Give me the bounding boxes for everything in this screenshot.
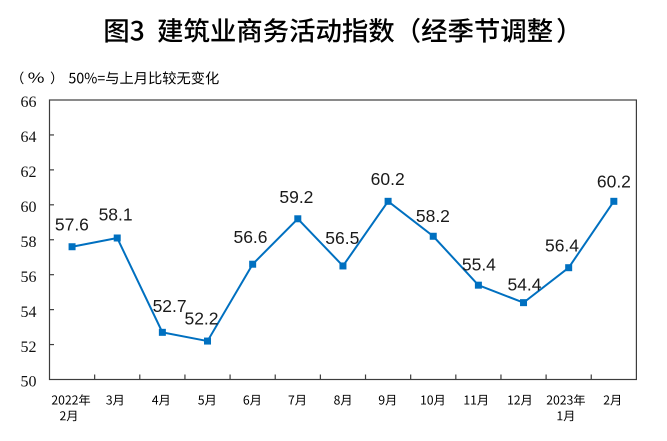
svg-text:59.2: 59.2 [279,187,313,207]
svg-text:52.7: 52.7 [153,296,187,316]
svg-text:58.1: 58.1 [99,205,133,225]
svg-text:64: 64 [21,129,37,146]
svg-text:62: 62 [21,164,37,181]
svg-text:50: 50 [21,374,37,391]
svg-text:57.6: 57.6 [55,215,89,235]
svg-text:60: 60 [21,199,37,216]
svg-text:60.2: 60.2 [371,169,405,189]
svg-text:56.6: 56.6 [233,227,267,247]
svg-text:54.4: 54.4 [507,275,541,295]
svg-text:56.4: 56.4 [545,236,579,256]
svg-text:60.2: 60.2 [597,172,631,192]
svg-text:66: 66 [21,94,37,111]
svg-text:55.4: 55.4 [462,254,496,274]
svg-text:52.2: 52.2 [184,309,218,329]
svg-text:56.5: 56.5 [325,228,359,248]
svg-text:58.2: 58.2 [416,206,450,226]
svg-text:56: 56 [21,269,37,286]
svg-text:52: 52 [21,339,37,356]
svg-text:58: 58 [21,234,37,251]
svg-text:54: 54 [21,304,37,321]
